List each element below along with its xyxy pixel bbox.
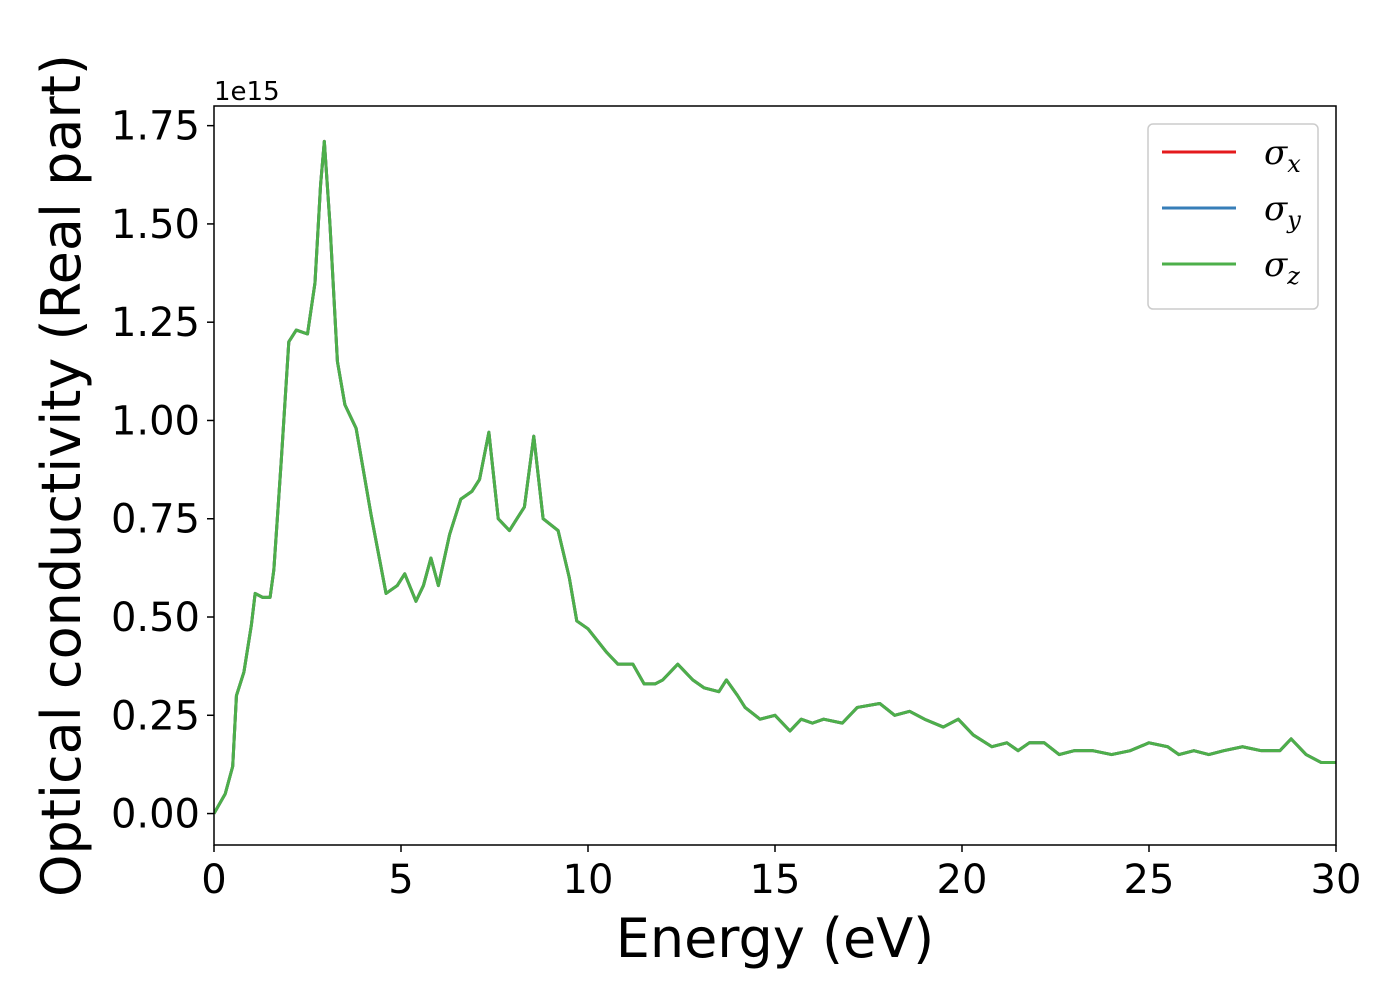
- y-tick-label: 1.00: [111, 398, 200, 444]
- legend-label: σx: [1264, 133, 1301, 178]
- y-tick-label: 0.00: [111, 792, 200, 838]
- plot-frame: [213, 105, 1337, 846]
- x-tick-label: 0: [201, 857, 226, 903]
- y-tick-label: 1.50: [111, 202, 200, 248]
- y-axis-label: Optical conductivity (Real part): [30, 54, 93, 897]
- x-tick-label: 5: [388, 857, 413, 903]
- legend-label: σy: [1264, 189, 1301, 234]
- y-tick-label: 0.25: [111, 693, 200, 739]
- y-tick-label: 0.75: [111, 497, 200, 543]
- x-tick-label: 25: [1124, 857, 1175, 903]
- y-tick-label: 1.25: [111, 300, 200, 346]
- x-tick-label: 15: [750, 857, 801, 903]
- offset-label: 1e15: [214, 77, 280, 107]
- x-tick-label: 30: [1311, 857, 1362, 903]
- x-tick-label: 20: [937, 857, 988, 903]
- y-tick-label: 0.50: [111, 595, 200, 641]
- y-tick-label: 1.75: [111, 104, 200, 150]
- x-tick-label: 10: [563, 857, 614, 903]
- x-axis-label: Energy (eV): [616, 907, 935, 970]
- legend-label: σz: [1264, 245, 1300, 290]
- series-line: [214, 139, 1336, 815]
